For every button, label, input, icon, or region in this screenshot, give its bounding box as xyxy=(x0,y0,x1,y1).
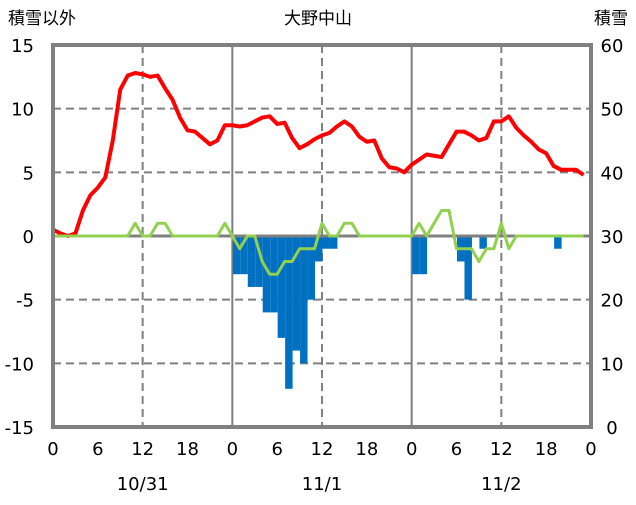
y-tick-left: -10 xyxy=(5,354,34,375)
y-tick-right: 0 xyxy=(606,418,617,439)
x-tick: 12 xyxy=(131,439,154,460)
bar-precip xyxy=(240,236,248,275)
x-tick: 6 xyxy=(92,439,103,460)
x-date-label: 11/1 xyxy=(302,474,342,495)
bar-precip xyxy=(315,236,323,262)
y-tick-left: -15 xyxy=(5,418,34,439)
bar-precip xyxy=(307,236,316,300)
bar-precip xyxy=(262,236,271,313)
y-tick-right: 30 xyxy=(601,227,624,248)
bar-precip xyxy=(479,236,487,249)
y-tick-left: 0 xyxy=(23,227,34,248)
line-temperature xyxy=(52,71,585,238)
x-date-label: 10/31 xyxy=(117,474,169,495)
bar-precip xyxy=(412,236,420,275)
y-tick-right: 50 xyxy=(601,100,624,121)
x-tick: 18 xyxy=(355,439,378,460)
x-tick: 0 xyxy=(406,439,417,460)
y-tick-right: 40 xyxy=(601,163,624,184)
x-tick: 0 xyxy=(585,439,596,460)
x-tick: 0 xyxy=(227,439,238,460)
line-change xyxy=(53,209,584,276)
y-tick-left: 5 xyxy=(23,163,34,184)
bar-precip xyxy=(464,236,472,300)
x-tick: 0 xyxy=(47,439,58,460)
y-tick-right: 10 xyxy=(601,354,624,375)
y-tick-right: 60 xyxy=(601,36,624,57)
x-tick: 6 xyxy=(451,439,462,460)
x-date-label: 11/2 xyxy=(481,474,521,495)
left-axis-title: 積雪以外 xyxy=(8,9,76,29)
x-tick: 18 xyxy=(176,439,199,460)
bar-precip xyxy=(277,236,286,338)
bar-precip xyxy=(329,236,338,249)
bar-precip xyxy=(300,236,308,364)
x-tick: 12 xyxy=(311,439,334,460)
bar-precip xyxy=(285,236,293,389)
bar-precip xyxy=(292,236,301,351)
x-tick: 6 xyxy=(271,439,282,460)
chart-title: 大野中山 xyxy=(284,9,352,29)
bar-precip xyxy=(255,236,263,287)
bar-precip xyxy=(554,236,562,249)
right-axis-title: 積雪 xyxy=(594,9,628,29)
bar-precip xyxy=(232,236,241,275)
x-tick: 12 xyxy=(490,439,513,460)
bar-precip xyxy=(247,236,256,287)
y-tick-right: 20 xyxy=(601,291,624,312)
y-tick-left: 15 xyxy=(11,36,34,57)
y-tick-left: -5 xyxy=(16,291,34,312)
bar-precip xyxy=(419,236,428,275)
y-tick-left: 10 xyxy=(11,100,34,121)
x-tick: 18 xyxy=(535,439,558,460)
plot-frame xyxy=(51,43,593,429)
bar-precip xyxy=(322,236,330,249)
